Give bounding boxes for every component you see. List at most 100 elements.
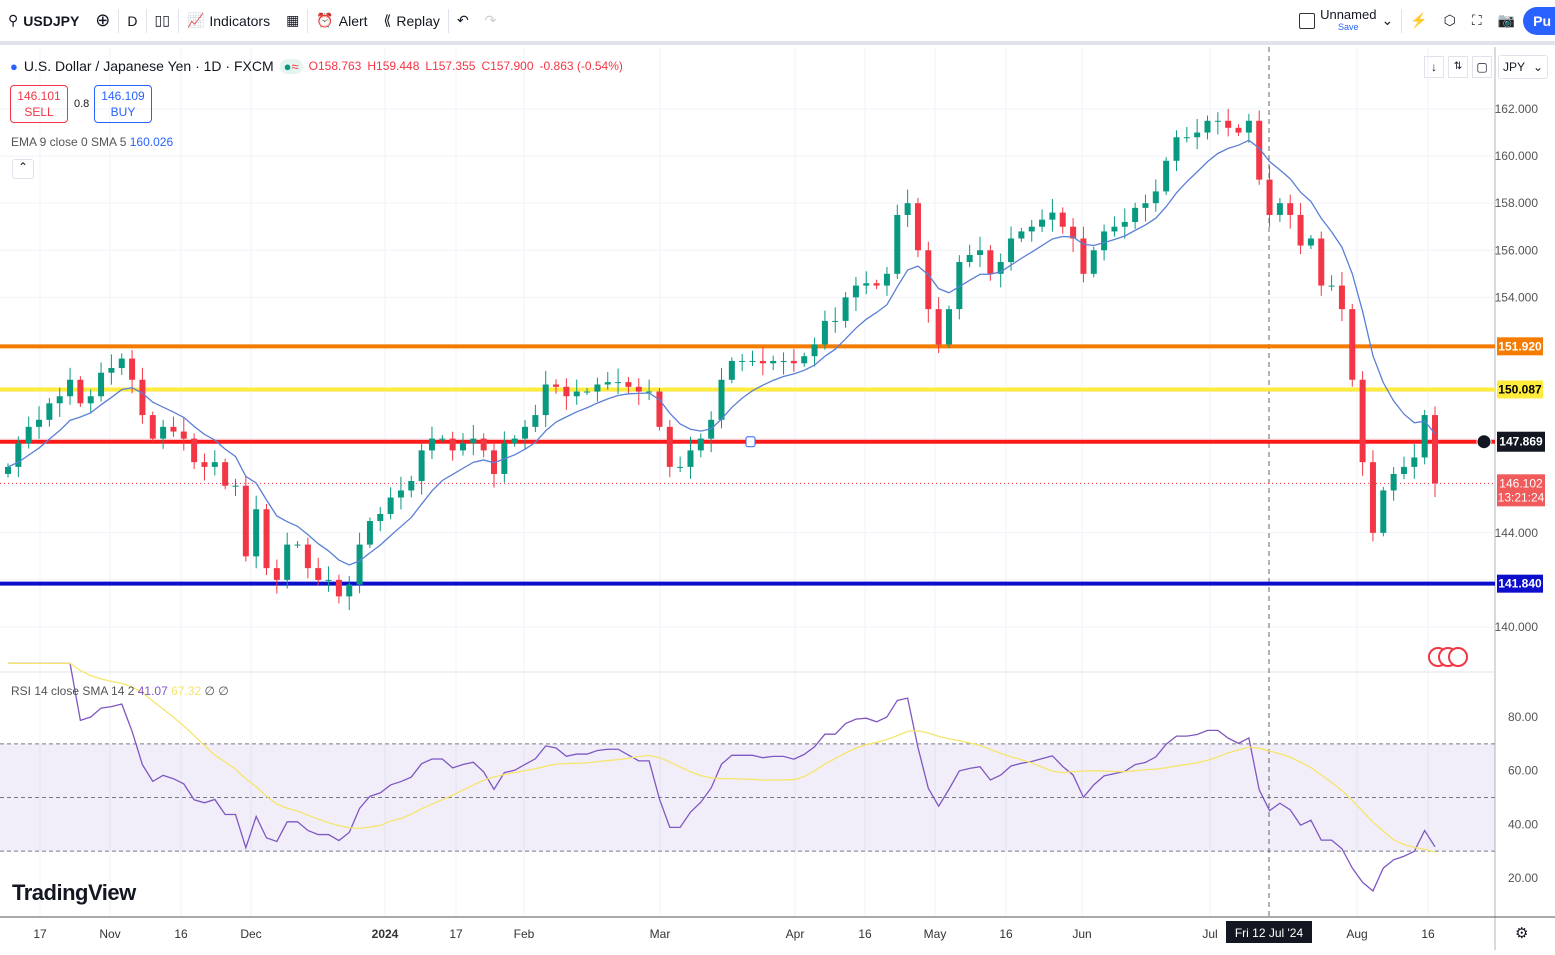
candle	[211, 462, 218, 467]
candle	[36, 419, 43, 427]
quick-search-button[interactable]: ⚡	[1402, 0, 1435, 41]
templates-button[interactable]: ▦	[278, 0, 307, 41]
candle	[770, 360, 777, 364]
candle	[1121, 222, 1128, 227]
time-tick-label: 17	[33, 927, 47, 941]
candle	[1307, 238, 1314, 246]
collapse-legend-button[interactable]: ⌃	[12, 159, 34, 179]
price-chart[interactable]: 162.000 160.000 158.000 156.000 154.000 144.0…	[0, 45, 1555, 955]
crosshair-price-tag	[1497, 431, 1545, 452]
add-alert-plus-icon	[1476, 434, 1492, 450]
snapshot-button[interactable]: 📷	[1490, 0, 1523, 41]
candle	[925, 250, 932, 310]
candle	[191, 438, 198, 463]
candle	[697, 438, 704, 451]
symbol-title[interactable]: U.S. Dollar / Japanese Yen · 1D · FXCM	[23, 58, 274, 74]
undo-icon: ↶	[456, 12, 469, 28]
candle	[718, 379, 725, 420]
ema-line	[7, 139, 1436, 566]
ema-legend[interactable]: EMA 9 close 0 SMA 5 160.026	[11, 135, 174, 149]
sell-button[interactable]: 146.101 SELL	[10, 85, 68, 123]
candle	[1028, 226, 1035, 232]
candle	[594, 384, 601, 392]
time-tick-label: Dec	[240, 927, 261, 941]
symbol-legend: ● U.S. Dollar / Japanese Yen · 1D · FXCM…	[10, 58, 623, 74]
price-tick-label: 144.000	[1495, 526, 1539, 540]
buy-button[interactable]: 146.109 BUY	[94, 85, 152, 123]
candle	[232, 485, 239, 487]
rsi-sma-line	[8, 662, 1436, 853]
candle	[956, 262, 963, 310]
tradingview-logo[interactable]: TradingView	[12, 880, 136, 905]
time-axis-settings-icon[interactable]: ⚙	[1515, 925, 1529, 942]
compare-button[interactable]: ⊕	[87, 0, 118, 41]
level-price-label: 150.087	[1498, 382, 1542, 396]
candle	[646, 391, 653, 393]
interval-button[interactable]: D	[127, 12, 138, 29]
candle	[780, 360, 787, 362]
collapse-pane-button[interactable]: ⇅	[1448, 56, 1468, 78]
lightning-search-icon: ⚡	[1410, 12, 1428, 28]
time-tick-label: Jun	[1072, 927, 1091, 941]
candle	[1214, 120, 1221, 122]
candle	[1204, 120, 1211, 133]
publish-button[interactable]: Pu	[1523, 6, 1555, 35]
candle	[883, 273, 890, 286]
plus-circle-icon: ⊕	[95, 10, 111, 30]
candle	[129, 358, 136, 380]
settings-button[interactable]: ⬡	[1436, 0, 1464, 41]
undo-button[interactable]: ↶	[449, 0, 477, 41]
candle	[1432, 415, 1438, 484]
candle	[356, 544, 363, 585]
candle	[87, 396, 94, 404]
redo-button[interactable]: ↷	[477, 0, 505, 41]
candle	[553, 384, 560, 387]
candle	[914, 203, 921, 251]
save-link[interactable]: Save	[1338, 21, 1359, 32]
candle	[687, 450, 694, 467]
fullscreen-button[interactable]: ⛶	[1464, 0, 1490, 41]
time-tick-label: Mar	[650, 927, 671, 941]
symbol-search[interactable]: ⚲ USDJPY	[8, 12, 80, 29]
candle	[677, 466, 684, 468]
candle	[1318, 238, 1325, 286]
maximize-pane-button[interactable]: ▢	[1472, 56, 1492, 78]
candle	[894, 214, 901, 274]
candle	[294, 544, 301, 546]
candle	[160, 426, 167, 439]
indicators-button[interactable]: 📈 Indicators	[186, 12, 271, 29]
ohlc-low: L157.355	[425, 59, 476, 73]
candle	[1380, 490, 1387, 533]
chart-type-button[interactable]: ▯▯	[147, 0, 178, 41]
time-tick-label: 2024	[372, 927, 399, 941]
candle	[1080, 238, 1087, 274]
candle	[739, 360, 746, 362]
alert-button[interactable]: ⏰ Alert	[316, 12, 368, 29]
rsi-tick-label: 40.00	[1508, 817, 1538, 831]
candle	[759, 360, 766, 364]
crosshair-price-label: 147.869	[1499, 435, 1543, 449]
level-price-tag	[1497, 337, 1543, 356]
candle	[1276, 203, 1283, 215]
last-price-label: 146.102	[1499, 476, 1543, 490]
scroll-down-button[interactable]: ↓	[1424, 56, 1444, 78]
candles	[5, 108, 1438, 611]
fullscreen-icon: ⛶	[1471, 12, 1482, 28]
candle	[480, 438, 487, 451]
candle	[439, 438, 446, 440]
candle	[852, 285, 859, 298]
ohlc-close: C157.900	[481, 59, 534, 73]
layout-button[interactable]: Unnamed Save ⌄	[1291, 0, 1401, 41]
candle	[1338, 285, 1345, 310]
candle	[532, 415, 539, 427]
candle	[935, 309, 942, 345]
level-price-label: 141.840	[1498, 577, 1542, 591]
currency-select[interactable]: JPY ⌄	[1498, 55, 1548, 79]
camera-icon: 📷	[1497, 12, 1516, 28]
rsi-legend[interactable]: RSI 14 close SMA 14 2 41.07 67.32 ∅ ∅	[11, 684, 229, 698]
candle	[459, 443, 466, 451]
candle	[1111, 226, 1118, 232]
time-tick-label: 17	[449, 927, 463, 941]
replay-button[interactable]: ⟪ Replay	[383, 12, 440, 29]
candle	[1349, 309, 1356, 380]
